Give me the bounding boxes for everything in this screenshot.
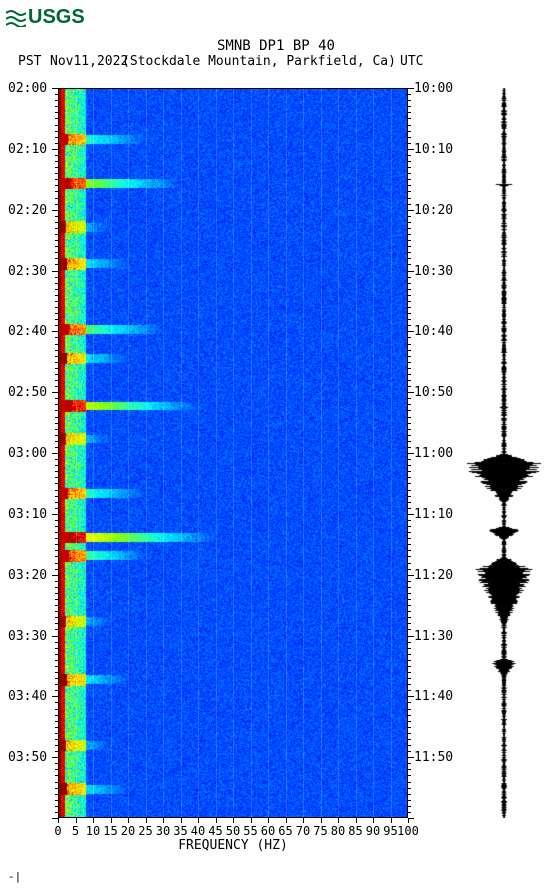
y-right-tick-label: 10:30: [414, 264, 453, 279]
x-tick-label: 100: [397, 824, 419, 838]
x-tick-label: 25: [138, 824, 152, 838]
x-tick-label: 70: [296, 824, 310, 838]
y-axis-left: 02:0002:1002:2002:3002:4002:5003:0003:10…: [8, 88, 58, 818]
y-axis-right: 10:0010:1010:2010:3010:4010:5011:0011:10…: [408, 88, 458, 818]
waveform-trace: [460, 88, 548, 818]
x-tick-label: 30: [156, 824, 170, 838]
y-left-tick-label: 03:10: [8, 507, 47, 522]
y-left-tick-label: 03:20: [8, 568, 47, 583]
x-tick-label: 50: [226, 824, 240, 838]
x-tick-label: 95: [383, 824, 397, 838]
y-left-tick-label: 02:50: [8, 385, 47, 400]
x-tick-label: 15: [103, 824, 117, 838]
wave-icon: [6, 9, 26, 27]
y-left-tick-label: 02:40: [8, 324, 47, 339]
chart-title: SMNB DP1 BP 40: [0, 38, 552, 54]
right-tz-label: UTC: [400, 54, 423, 69]
logo-text: USGS: [28, 6, 85, 29]
x-tick-label: 10: [86, 824, 100, 838]
y-left-tick-label: 03:00: [8, 446, 47, 461]
spectrogram-plot: [58, 88, 408, 818]
footer-mark: -|: [8, 870, 21, 883]
y-right-tick-label: 11:20: [414, 568, 453, 583]
usgs-logo: USGS: [6, 6, 85, 29]
x-tick-label: 0: [54, 824, 61, 838]
x-tick-label: 55: [243, 824, 257, 838]
y-left-tick-label: 03:50: [8, 750, 47, 765]
y-right-tick-label: 11:00: [414, 446, 453, 461]
x-axis-title: FREQUENCY (HZ): [58, 838, 408, 853]
y-right-tick-label: 11:10: [414, 507, 453, 522]
date-label: Nov11,2022: [50, 54, 128, 69]
y-right-tick-label: 10:50: [414, 385, 453, 400]
y-right-tick-label: 10:00: [414, 81, 453, 96]
x-tick-label: 75: [313, 824, 327, 838]
y-right-tick-label: 10:20: [414, 203, 453, 218]
y-right-tick-label: 11:40: [414, 689, 453, 704]
y-left-tick-label: 02:20: [8, 203, 47, 218]
x-tick-label: 85: [348, 824, 362, 838]
y-right-tick-label: 10:10: [414, 142, 453, 157]
station-label: (Stockdale Mountain, Parkfield, Ca): [122, 54, 396, 69]
x-tick-label: 35: [173, 824, 187, 838]
x-tick-label: 60: [261, 824, 275, 838]
y-right-tick-label: 11:30: [414, 629, 453, 644]
y-left-tick-label: 02:10: [8, 142, 47, 157]
x-tick-label: 90: [366, 824, 380, 838]
left-tz-label: PST: [18, 54, 41, 69]
x-tick-label: 5: [72, 824, 79, 838]
y-left-tick-label: 03:40: [8, 689, 47, 704]
y-right-tick-label: 10:40: [414, 324, 453, 339]
y-left-tick-label: 02:30: [8, 264, 47, 279]
y-left-tick-label: 02:00: [8, 81, 47, 96]
x-tick-label: 80: [331, 824, 345, 838]
x-tick-label: 65: [278, 824, 292, 838]
y-right-tick-label: 11:50: [414, 750, 453, 765]
y-left-tick-label: 03:30: [8, 629, 47, 644]
x-tick-label: 45: [208, 824, 222, 838]
x-tick-label: 40: [191, 824, 205, 838]
x-tick-label: 20: [121, 824, 135, 838]
